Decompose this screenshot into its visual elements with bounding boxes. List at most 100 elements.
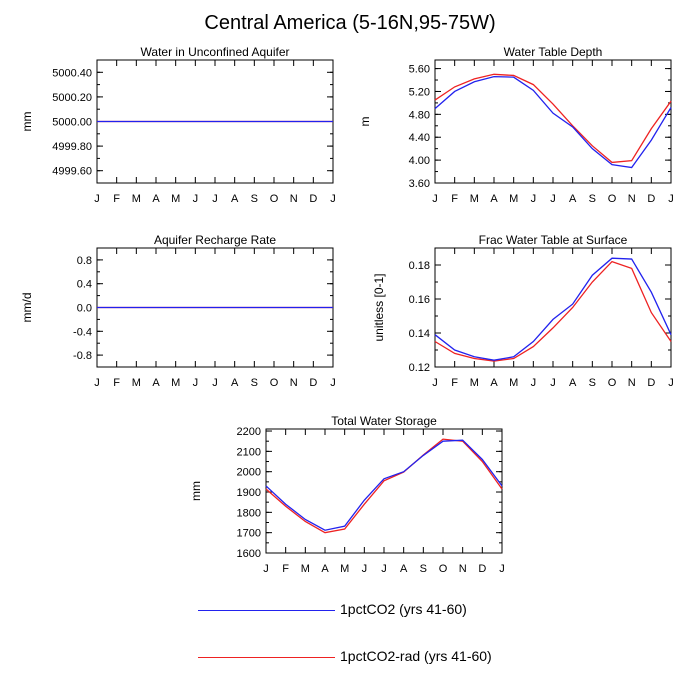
x-tick-label: J [531, 377, 537, 389]
x-tick-label: F [282, 563, 289, 575]
y-tick-label: 4.00 [409, 155, 430, 167]
x-tick-label: M [171, 377, 180, 389]
y-tick-label: 5.60 [409, 64, 430, 76]
y-tick-label: 0.0 [77, 303, 92, 315]
x-tick-label: J [668, 377, 674, 389]
x-tick-label: J [330, 193, 336, 205]
y-tick-label: 4999.80 [52, 141, 92, 153]
series-line-1pctco2-yrs-41-60 [434, 75, 672, 169]
plot-frame [434, 59, 672, 184]
series-line-1pctco2-rad-yrs-41-60 [434, 73, 672, 164]
y-tick-label: 1800 [237, 507, 261, 519]
y-tick-label: 2000 [237, 467, 261, 479]
x-tick-label: O [270, 193, 279, 205]
x-tick-label: M [301, 563, 310, 575]
y-tick-label: 4.40 [409, 132, 430, 144]
x-tick-label: A [400, 563, 408, 575]
x-tick-label: M [470, 377, 479, 389]
y-tick-label: 5000.00 [52, 117, 92, 129]
x-tick-label: D [309, 377, 317, 389]
panel-title: Frac Water Table at Surface [479, 233, 628, 247]
x-tick-label: A [231, 377, 239, 389]
x-tick-label: A [569, 193, 577, 205]
x-tick-label: J [263, 563, 269, 575]
x-tick-label: N [628, 193, 636, 205]
x-tick-label: M [509, 193, 518, 205]
series-line-1pctco2-yrs-41-60 [434, 257, 672, 361]
y-tick-label: 1900 [237, 487, 261, 499]
series-line-1pctco2-rad-yrs-41-60 [265, 438, 503, 534]
y-tick-label: 2200 [237, 426, 261, 438]
y-tick-label: 1600 [237, 548, 261, 560]
x-tick-label: F [113, 193, 120, 205]
x-tick-label: N [459, 563, 467, 575]
x-tick-label: J [330, 377, 336, 389]
y-tick-label: 2100 [237, 446, 261, 458]
y-tick-label: 1700 [237, 528, 261, 540]
x-tick-label: F [113, 377, 120, 389]
x-tick-label: A [490, 193, 498, 205]
x-tick-label: A [152, 193, 160, 205]
series-line-1pctco2-rad-yrs-41-60 [434, 260, 672, 362]
x-tick-label: D [309, 193, 317, 205]
x-tick-label: D [647, 377, 655, 389]
x-tick-label: M [509, 377, 518, 389]
panel-title: Water Table Depth [504, 45, 603, 59]
y-axis-label: mm [189, 481, 203, 501]
x-tick-label: J [362, 563, 368, 575]
y-tick-label: 0.8 [77, 255, 92, 267]
panel-title: Aquifer Recharge Rate [154, 233, 276, 247]
figure-title: Central America (5-16N,95-75W) [204, 12, 496, 34]
y-tick-label: 0.12 [409, 362, 430, 374]
x-tick-label: F [451, 377, 458, 389]
y-axis-label: mm/d [20, 293, 34, 323]
x-tick-label: O [270, 377, 279, 389]
y-tick-label: 0.16 [409, 294, 430, 306]
panel-title: Total Water Storage [331, 414, 437, 428]
x-tick-label: M [340, 563, 349, 575]
y-axis-label: unitless [0-1] [372, 273, 386, 341]
x-tick-label: D [647, 193, 655, 205]
y-tick-label: 5.20 [409, 86, 430, 98]
x-tick-label: N [628, 377, 636, 389]
x-tick-label: M [171, 193, 180, 205]
x-tick-label: F [451, 193, 458, 205]
x-tick-label: A [321, 563, 329, 575]
panel-frac-water-table-at-surface: Frac Water Table at Surface unitless [0-1… [372, 233, 674, 389]
x-tick-label: J [499, 563, 505, 575]
x-tick-label: A [231, 193, 239, 205]
x-tick-label: J [531, 193, 537, 205]
x-tick-label: J [212, 193, 218, 205]
x-tick-label: A [569, 377, 577, 389]
y-axis-label: mm [20, 112, 34, 132]
x-tick-label: O [608, 377, 617, 389]
y-tick-label: 0.18 [409, 260, 430, 272]
y-tick-label: 0.14 [409, 328, 430, 340]
y-tick-label: 4.80 [409, 109, 430, 121]
x-tick-label: N [290, 193, 298, 205]
x-tick-label: A [152, 377, 160, 389]
x-tick-label: M [132, 377, 141, 389]
y-tick-label: 4999.60 [52, 166, 92, 178]
panel-title: Water in Unconfined Aquifer [141, 45, 290, 59]
x-tick-label: O [439, 563, 448, 575]
x-tick-label: N [290, 377, 298, 389]
x-tick-label: J [550, 377, 556, 389]
x-tick-label: S [589, 377, 596, 389]
plot-frame [265, 428, 503, 554]
x-tick-label: J [432, 377, 438, 389]
x-tick-label: J [94, 193, 100, 205]
y-tick-label: 0.4 [77, 279, 92, 291]
y-tick-label: 3.60 [409, 178, 430, 190]
x-tick-label: O [608, 193, 617, 205]
y-tick-label: -0.8 [73, 350, 92, 362]
x-tick-label: J [193, 193, 199, 205]
x-tick-label: S [420, 563, 427, 575]
y-tick-label: 5000.40 [52, 67, 92, 79]
x-tick-label: J [193, 377, 199, 389]
